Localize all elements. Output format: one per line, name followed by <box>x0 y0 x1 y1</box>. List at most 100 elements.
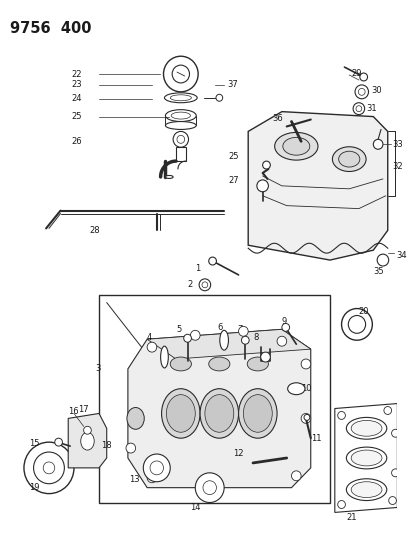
Circle shape <box>373 139 382 149</box>
Circle shape <box>276 336 286 346</box>
Circle shape <box>190 330 200 340</box>
Polygon shape <box>68 414 106 468</box>
Text: 16: 16 <box>68 407 79 416</box>
Text: 25: 25 <box>227 152 238 160</box>
Circle shape <box>291 471 300 481</box>
Polygon shape <box>247 111 387 260</box>
Circle shape <box>241 336 249 344</box>
Ellipse shape <box>238 389 276 438</box>
Circle shape <box>352 103 364 115</box>
Ellipse shape <box>127 408 144 429</box>
Text: 35: 35 <box>373 268 383 277</box>
Text: 7: 7 <box>236 325 242 334</box>
Text: 13: 13 <box>128 475 139 484</box>
Circle shape <box>355 106 361 111</box>
Text: 1: 1 <box>194 264 200 273</box>
Circle shape <box>83 442 95 454</box>
Circle shape <box>199 279 210 290</box>
Text: 11: 11 <box>310 434 321 443</box>
Ellipse shape <box>282 138 309 155</box>
Text: 25: 25 <box>71 112 81 121</box>
Text: 21: 21 <box>345 513 355 522</box>
Circle shape <box>147 473 156 483</box>
Ellipse shape <box>165 175 173 179</box>
Ellipse shape <box>247 357 268 371</box>
Circle shape <box>341 309 371 340</box>
Text: 20: 20 <box>358 307 369 316</box>
Circle shape <box>78 436 101 460</box>
Circle shape <box>391 429 398 437</box>
Circle shape <box>34 452 64 484</box>
Circle shape <box>202 481 216 495</box>
Ellipse shape <box>338 151 359 167</box>
Ellipse shape <box>160 346 168 368</box>
Text: 4: 4 <box>146 333 152 342</box>
Circle shape <box>300 414 310 423</box>
Circle shape <box>347 316 365 333</box>
Text: 10: 10 <box>300 384 311 393</box>
Circle shape <box>216 94 222 101</box>
Circle shape <box>337 411 344 419</box>
Bar <box>175 147 185 161</box>
Ellipse shape <box>287 383 304 394</box>
Text: 24: 24 <box>71 94 81 103</box>
Circle shape <box>150 461 163 475</box>
Ellipse shape <box>351 421 381 436</box>
Circle shape <box>163 56 198 92</box>
Text: 28: 28 <box>89 226 99 235</box>
Text: 32: 32 <box>391 161 402 171</box>
Ellipse shape <box>346 417 386 439</box>
Ellipse shape <box>200 389 238 438</box>
Ellipse shape <box>346 479 386 500</box>
Circle shape <box>383 407 391 415</box>
Ellipse shape <box>81 432 94 450</box>
Text: 33: 33 <box>391 140 402 149</box>
Circle shape <box>238 326 247 336</box>
Text: 18: 18 <box>101 441 111 450</box>
Polygon shape <box>334 403 396 512</box>
Text: 27: 27 <box>227 176 238 185</box>
Text: 22: 22 <box>71 69 81 78</box>
Text: 29: 29 <box>351 69 361 77</box>
Text: 2: 2 <box>187 280 192 289</box>
Circle shape <box>303 415 309 421</box>
Circle shape <box>337 500 344 508</box>
Circle shape <box>354 85 368 99</box>
Circle shape <box>256 180 268 192</box>
Text: 3: 3 <box>95 365 101 374</box>
Text: 6: 6 <box>217 323 222 332</box>
Text: 26: 26 <box>71 137 81 146</box>
Text: 31: 31 <box>366 104 376 113</box>
Ellipse shape <box>208 357 229 371</box>
Circle shape <box>262 161 270 169</box>
Ellipse shape <box>161 389 200 438</box>
Ellipse shape <box>165 110 196 122</box>
Text: 17: 17 <box>78 405 88 414</box>
Text: 23: 23 <box>71 80 81 90</box>
Circle shape <box>173 132 188 147</box>
Circle shape <box>359 73 366 81</box>
Ellipse shape <box>346 447 386 469</box>
Ellipse shape <box>165 122 196 130</box>
Circle shape <box>55 438 62 446</box>
Circle shape <box>24 442 74 494</box>
Circle shape <box>43 462 55 474</box>
Text: 8: 8 <box>252 333 258 342</box>
Ellipse shape <box>243 394 272 432</box>
Text: 37: 37 <box>227 80 237 90</box>
Circle shape <box>300 359 310 369</box>
Ellipse shape <box>204 394 233 432</box>
Circle shape <box>391 469 398 477</box>
Ellipse shape <box>171 112 190 119</box>
Bar <box>99 295 329 503</box>
Circle shape <box>260 352 270 362</box>
Circle shape <box>208 257 216 265</box>
Ellipse shape <box>164 93 197 103</box>
Ellipse shape <box>332 147 365 172</box>
Circle shape <box>177 135 184 143</box>
Circle shape <box>202 282 207 288</box>
Circle shape <box>126 443 135 453</box>
Circle shape <box>195 473 224 503</box>
Text: 9: 9 <box>281 317 286 326</box>
Ellipse shape <box>351 450 381 466</box>
